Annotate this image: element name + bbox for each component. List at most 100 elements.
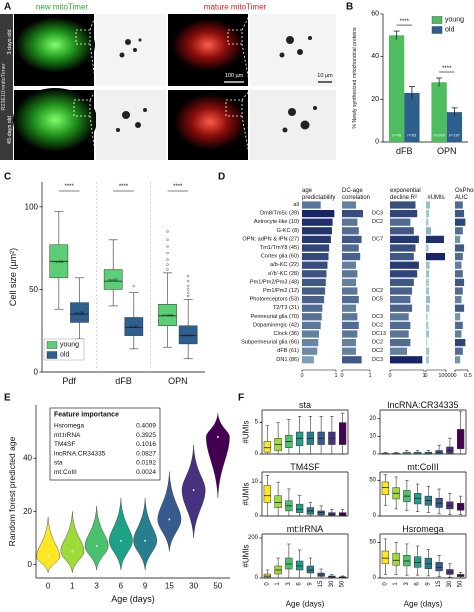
outlier <box>166 258 169 261</box>
subplot-title: mt:lrRNA <box>287 524 324 534</box>
bar <box>426 201 430 209</box>
bar <box>390 313 409 321</box>
subplot-title: Hsromega <box>402 524 444 534</box>
panel-label: C <box>4 172 11 183</box>
row-label: Clock (36) <box>274 331 300 337</box>
median <box>47 555 50 558</box>
legend-label: old <box>445 27 454 34</box>
bar <box>426 330 429 338</box>
bar <box>455 270 463 278</box>
subplot-title: lncRNA:CR34335 <box>387 400 458 410</box>
box <box>456 429 465 449</box>
bar <box>455 287 463 295</box>
y-tick-label: 10 <box>369 433 376 439</box>
outlier <box>186 291 190 294</box>
bar <box>390 356 423 364</box>
bar <box>302 356 314 364</box>
panel-label: D <box>218 172 225 183</box>
outlier <box>166 263 169 266</box>
y-tick-label: 10 <box>251 479 258 485</box>
dc-label: DC3 <box>372 314 383 320</box>
y-axis-label: Random forest predicted age <box>7 436 17 546</box>
outlier <box>186 284 190 288</box>
box <box>446 446 454 454</box>
y-tick-label: 0 <box>255 575 259 581</box>
y-axis-label: #UMIs <box>242 482 251 505</box>
bar <box>342 321 359 330</box>
bar <box>455 304 465 312</box>
y-tick-label: 0 <box>373 575 377 581</box>
y-tick-label: 40 <box>23 454 32 463</box>
n-label: n=28 <box>75 310 85 315</box>
x-tick-label: 0 <box>382 582 388 586</box>
x-tick-label: 15 <box>436 580 442 587</box>
x-tick-label: dFB <box>115 376 132 386</box>
row-label: Pm1/Pm2 (12) <box>263 288 299 294</box>
y-tick-label: 200 <box>248 535 259 541</box>
genotype-label: R23E10>mitoTimer <box>1 63 7 110</box>
column-header: DC-age <box>342 188 363 194</box>
table-frame <box>49 407 161 481</box>
x-tick-label: 30 <box>189 582 198 591</box>
bar <box>342 347 356 355</box>
n-label: n=24 <box>54 259 64 264</box>
bar <box>455 321 463 330</box>
legend-label: young <box>445 17 464 24</box>
legend-label: young <box>60 342 79 349</box>
y-tick-label: 0 <box>255 451 259 457</box>
n-label: n=53 <box>407 133 417 138</box>
row-label: Pm1/Pm2/Pm3 (48) <box>250 279 299 285</box>
bar <box>426 235 444 244</box>
n-label: n=197 <box>183 332 195 337</box>
bar <box>455 330 462 338</box>
bar <box>426 321 429 330</box>
bar <box>426 270 430 278</box>
bar <box>302 330 319 338</box>
median <box>168 518 171 521</box>
bar <box>426 304 430 312</box>
violin <box>84 506 109 571</box>
significance: **** <box>119 184 129 190</box>
row-label: DN1 (86) <box>276 357 299 363</box>
bar <box>390 321 411 330</box>
bar <box>388 35 405 143</box>
box <box>381 550 390 565</box>
bar <box>342 338 356 347</box>
bar <box>342 278 356 287</box>
x-tick-label: 1 <box>275 582 281 586</box>
y-tick-label: 0 <box>34 368 39 377</box>
box <box>158 304 177 326</box>
legend-swatch <box>431 16 443 24</box>
bar <box>342 244 359 252</box>
bar <box>455 356 461 364</box>
y-axis-label: % Newly synthesized mitochondrial protei… <box>352 27 358 129</box>
x-tick-label: OPN <box>437 146 457 156</box>
bar <box>455 313 461 321</box>
bar <box>342 304 356 312</box>
feature-name: sta <box>54 460 63 467</box>
bar <box>302 321 321 330</box>
bar <box>455 278 465 287</box>
row-label: a/b-KC (22) <box>270 262 299 268</box>
bar <box>404 92 420 142</box>
dc-label: DC2 <box>372 340 383 346</box>
y-tick-label: 20 <box>371 96 379 103</box>
feature-value: 0.1016 <box>136 441 156 448</box>
panel-label: B <box>346 2 353 13</box>
significance: **** <box>64 184 74 190</box>
significance: **** <box>173 184 183 190</box>
column-header: OxPhos <box>455 188 474 194</box>
x-tick-label: 0 <box>453 373 456 379</box>
row-label: OPN: adPN & lPN (27) <box>242 236 299 242</box>
bar <box>390 270 418 278</box>
bar <box>302 287 326 295</box>
scale-bar-label: 10 µm <box>317 73 333 79</box>
dc-label: DC3 <box>372 211 383 217</box>
x-tick-label: 30 <box>447 580 453 587</box>
bar <box>390 209 418 218</box>
row-label: a'/b'-KC (28) <box>268 271 299 277</box>
median <box>119 539 122 542</box>
bar <box>455 244 465 252</box>
outlier <box>166 238 169 242</box>
